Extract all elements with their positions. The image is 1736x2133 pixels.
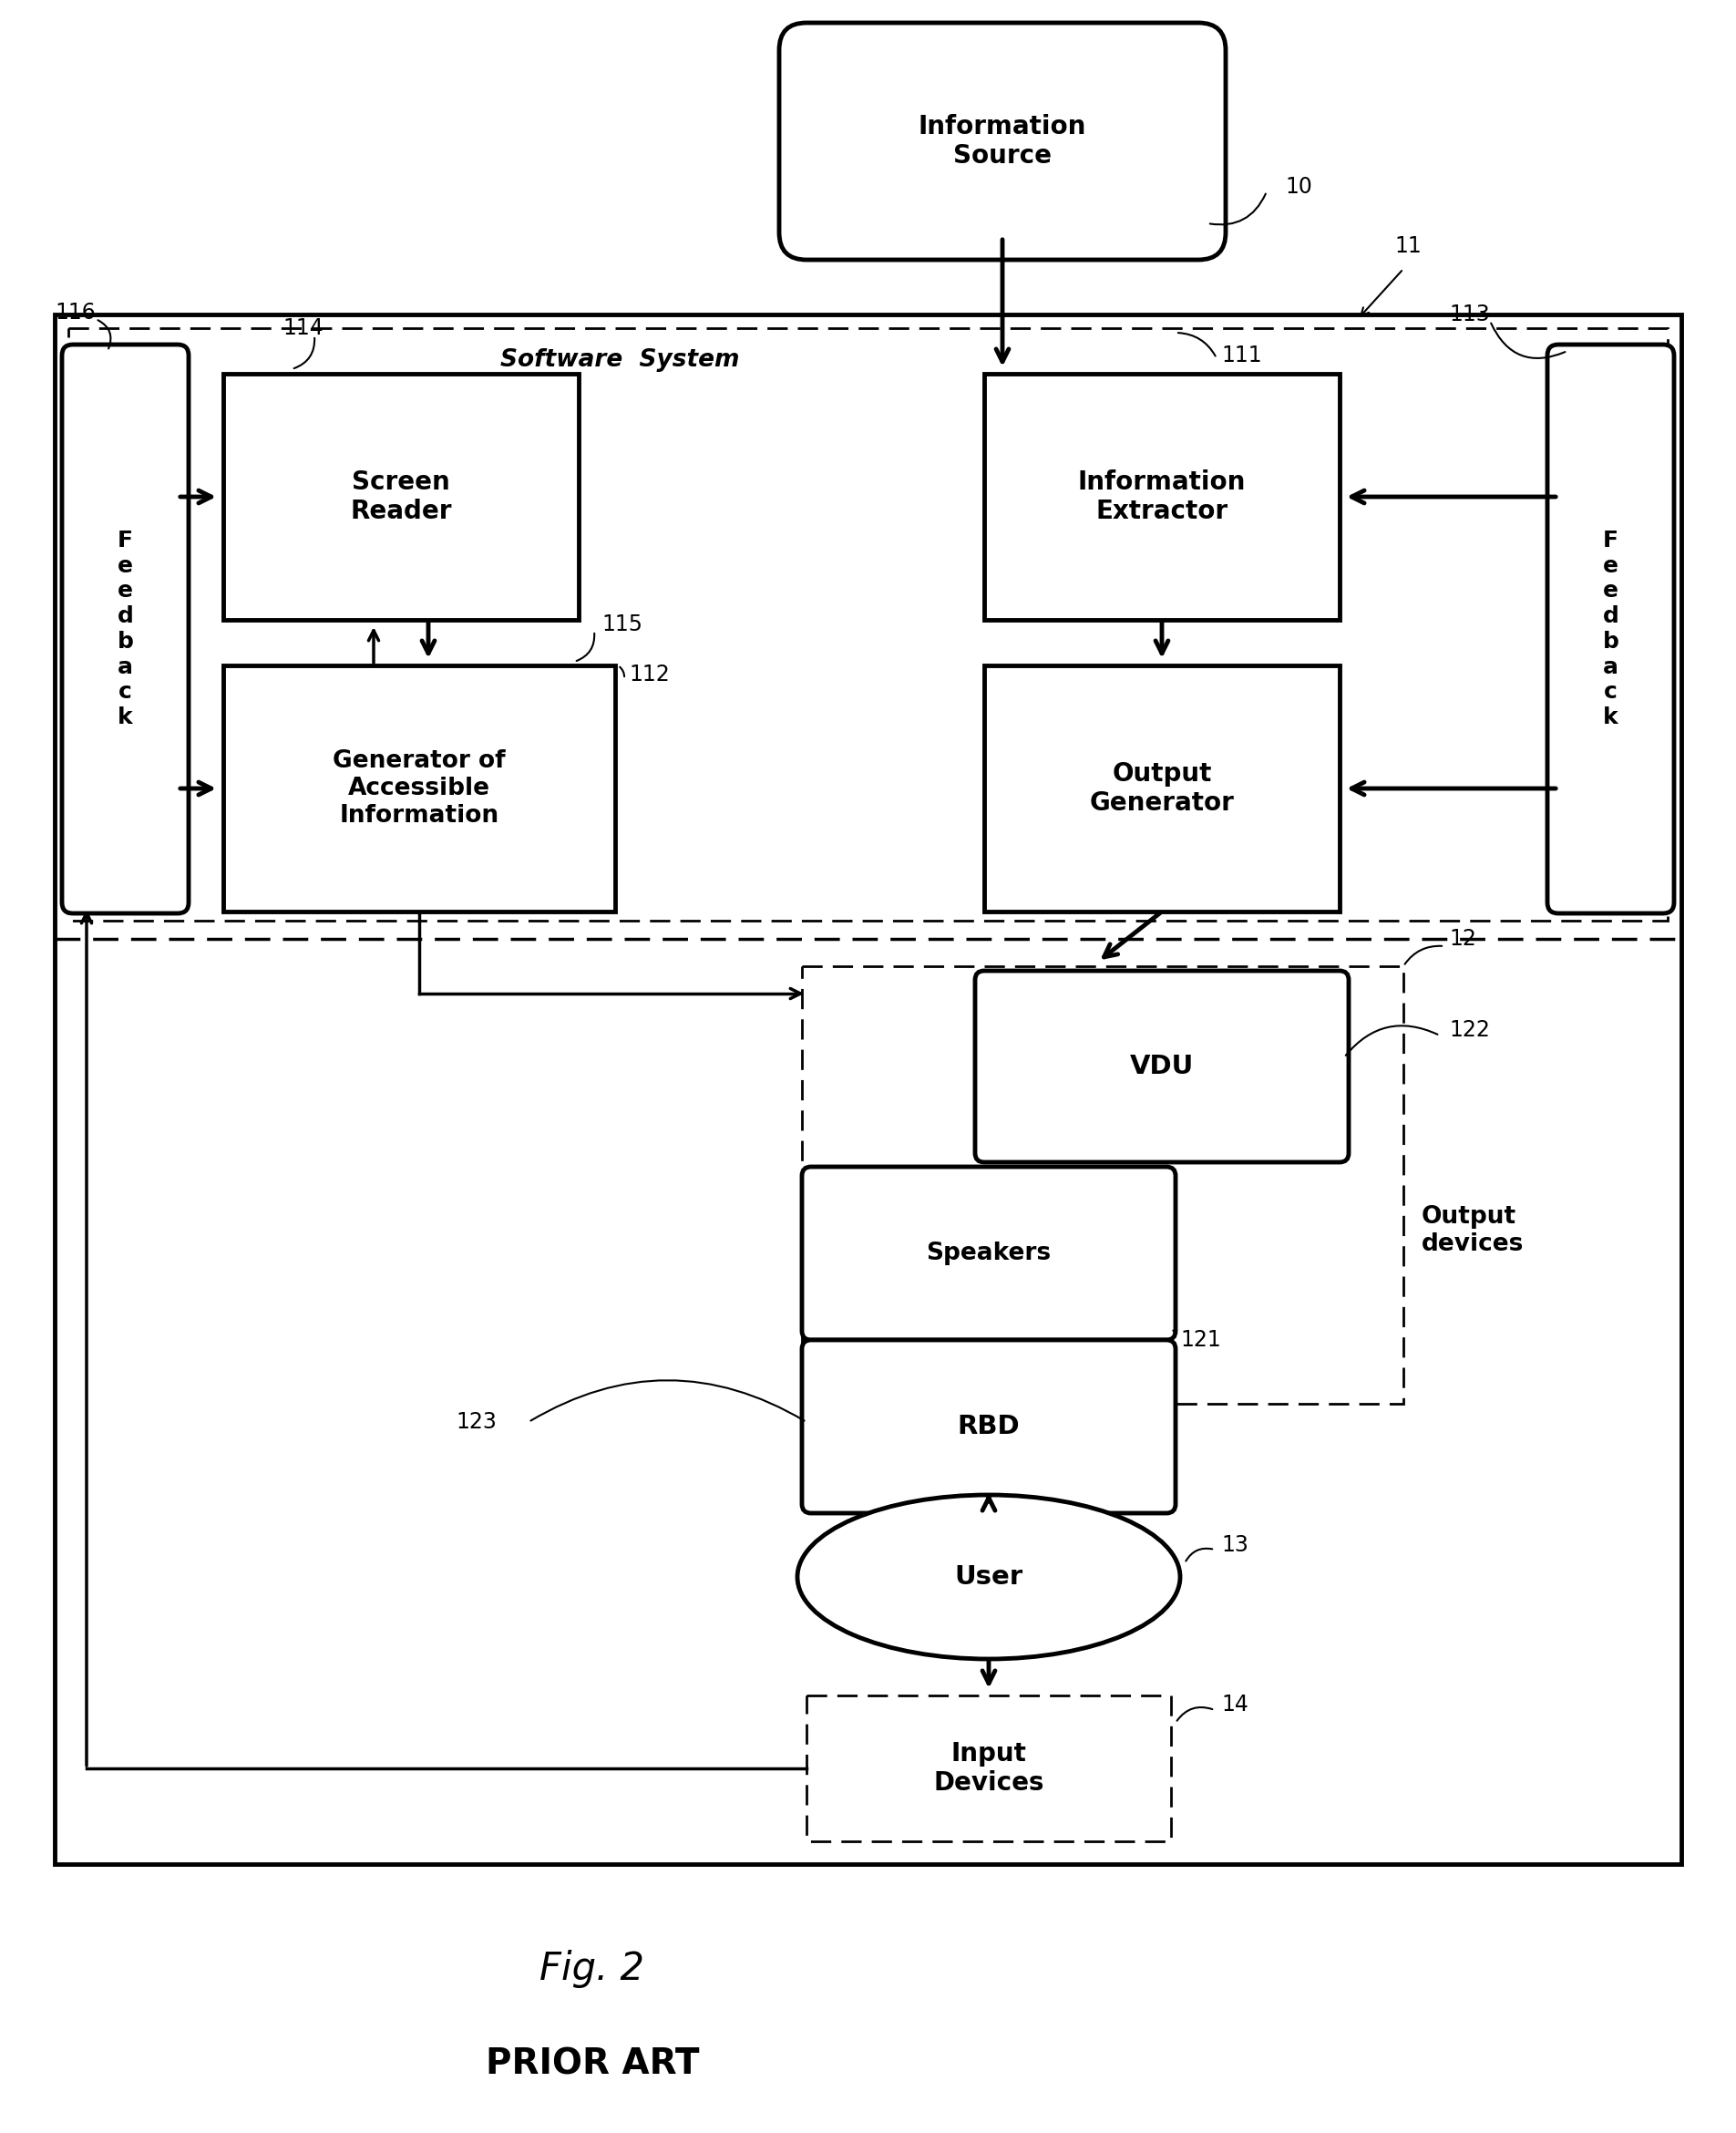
Text: Software  System: Software System	[500, 348, 740, 371]
Text: 14: 14	[1220, 1694, 1248, 1715]
Text: Output
Generator: Output Generator	[1090, 761, 1234, 817]
Text: Fig. 2: Fig. 2	[540, 1950, 644, 1988]
Text: Output
devices: Output devices	[1422, 1205, 1524, 1256]
Bar	[54, 314, 1682, 1864]
Text: Information
Extractor: Information Extractor	[1078, 469, 1246, 525]
Text: 114: 114	[283, 318, 323, 339]
FancyBboxPatch shape	[802, 1340, 1175, 1512]
FancyBboxPatch shape	[62, 346, 189, 913]
Bar	[984, 665, 1340, 911]
Text: Input
Devices: Input Devices	[934, 1741, 1043, 1796]
FancyBboxPatch shape	[779, 23, 1226, 260]
Ellipse shape	[797, 1495, 1180, 1659]
FancyBboxPatch shape	[976, 971, 1349, 1162]
Text: 123: 123	[455, 1412, 496, 1433]
Text: Screen
Reader: Screen Reader	[351, 469, 451, 525]
Bar	[984, 373, 1340, 621]
Text: 11: 11	[1394, 235, 1422, 258]
Text: User: User	[955, 1563, 1023, 1589]
Text: 116: 116	[54, 301, 95, 324]
Text: 112: 112	[628, 663, 670, 685]
Text: 10: 10	[1285, 175, 1312, 198]
Text: 12: 12	[1450, 928, 1476, 949]
Text: Information
Source: Information Source	[918, 113, 1087, 169]
Text: F
e
e
d
b
a
c
k: F e e d b a c k	[1602, 529, 1620, 729]
Text: 113: 113	[1450, 303, 1489, 326]
Bar	[802, 966, 1403, 1404]
Text: Generator of
Accessible
Information: Generator of Accessible Information	[333, 749, 505, 828]
Text: 13: 13	[1220, 1534, 1248, 1555]
Bar	[807, 1696, 1172, 1841]
Text: F
e
e
d
b
a
c
k: F e e d b a c k	[116, 529, 134, 729]
Text: PRIOR ART: PRIOR ART	[486, 2048, 700, 2082]
Text: 122: 122	[1450, 1020, 1489, 1041]
Bar	[224, 373, 578, 621]
Text: VDU: VDU	[1130, 1054, 1194, 1079]
Text: RBD: RBD	[958, 1414, 1021, 1440]
Text: 115: 115	[601, 614, 642, 636]
FancyBboxPatch shape	[802, 1167, 1175, 1340]
FancyBboxPatch shape	[1547, 346, 1674, 913]
Bar	[68, 328, 1668, 921]
Text: 111: 111	[1220, 346, 1262, 367]
Bar	[224, 665, 615, 911]
Text: 121: 121	[1180, 1329, 1220, 1350]
Text: Speakers: Speakers	[927, 1241, 1052, 1265]
